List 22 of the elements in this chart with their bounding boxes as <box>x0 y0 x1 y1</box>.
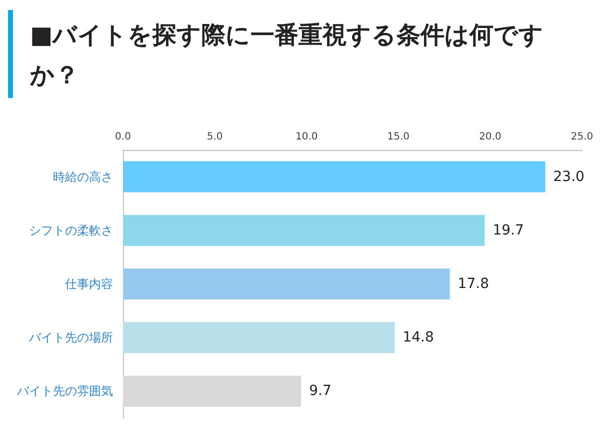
chart-title: ■バイトを探す際に一番重視する条件は何ですか？ <box>30 20 545 91</box>
bar <box>123 268 450 300</box>
x-tick-label: 15.0 <box>387 132 410 142</box>
y-tick-label: シフトの柔軟さ <box>29 223 113 238</box>
x-tick-label: 0.0 <box>115 132 131 142</box>
bar <box>123 214 485 246</box>
bar <box>123 376 302 407</box>
y-tick-label: バイト先の場所 <box>28 330 113 345</box>
bar <box>123 322 395 354</box>
data-label: 23.0 <box>553 168 584 185</box>
x-tick-label: 25.0 <box>570 132 594 142</box>
x-tick-label: 20.0 <box>479 132 502 142</box>
data-label: 9.7 <box>309 383 332 400</box>
y-tick-label: 仕事内容 <box>64 277 113 291</box>
y-tick-label: バイト先の雰囲気 <box>16 384 113 398</box>
data-label: 19.7 <box>492 222 524 238</box>
x-tick-label: 5.0 <box>206 132 223 142</box>
data-label: 14.8 <box>402 330 434 346</box>
bar <box>123 161 546 192</box>
x-tick-label: 10.0 <box>295 132 318 142</box>
data-label: 17.8 <box>458 276 489 292</box>
y-tick-label: 時給の高さ <box>53 170 113 184</box>
